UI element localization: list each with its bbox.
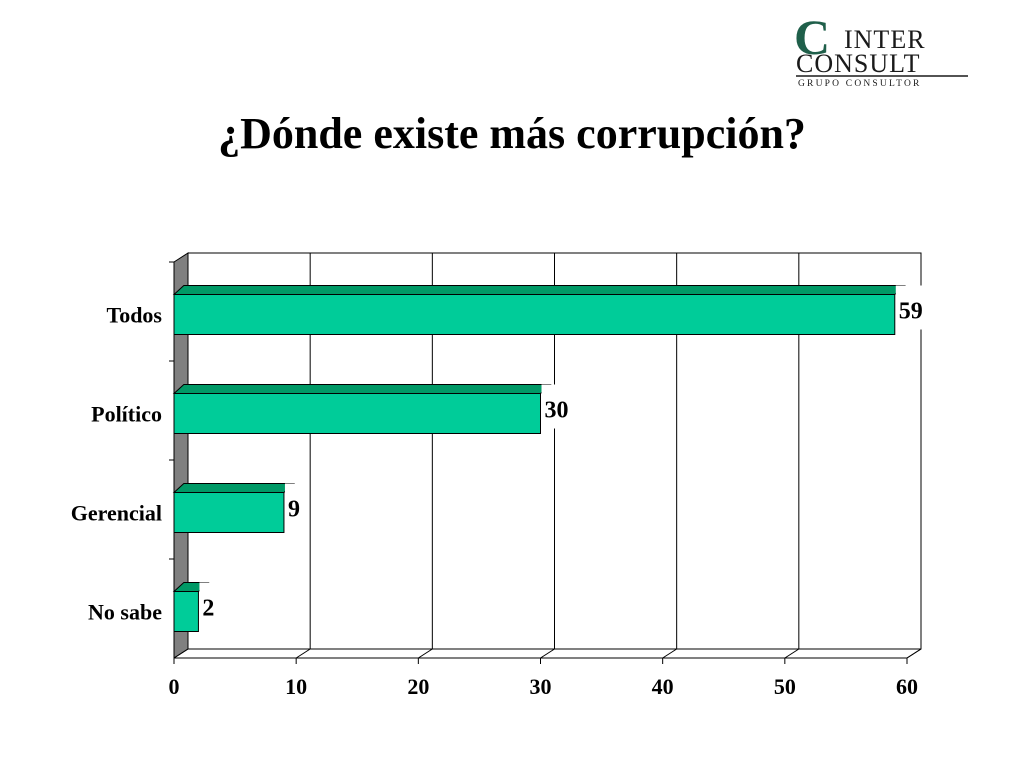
bar <box>173 591 199 632</box>
data-label-bg <box>541 384 574 429</box>
x-tick-label: 20 <box>407 674 429 699</box>
bar <box>173 294 896 335</box>
x-tick-label: 10 <box>285 674 307 699</box>
data-label: 9 <box>288 497 300 523</box>
floor-line <box>295 648 311 659</box>
logo-initial: C <box>794 14 830 65</box>
bar-group: 59 <box>172 285 928 335</box>
x-tick-label: 60 <box>896 674 918 699</box>
logo-line2: CONSULT <box>796 49 921 78</box>
floor-line <box>784 648 800 659</box>
bar <box>173 393 541 434</box>
data-label: 59 <box>899 299 923 325</box>
floor-line <box>662 648 677 659</box>
category-label: Gerencial <box>71 501 162 526</box>
logo-line1: INTER <box>844 25 926 54</box>
bar-top <box>172 384 552 394</box>
bar-group: 9 <box>172 483 305 533</box>
bar-group: 30 <box>172 384 574 434</box>
x-tick-label: 50 <box>774 674 796 699</box>
category-label: Todos <box>107 303 163 328</box>
floor-right-edge <box>906 648 922 659</box>
data-label: 2 <box>202 596 214 622</box>
bar <box>173 492 285 533</box>
x-tick-label: 40 <box>652 674 674 699</box>
bar-group: 2 <box>172 582 220 632</box>
data-label-bg <box>284 483 305 528</box>
data-label-bg <box>895 285 928 330</box>
floor-line <box>540 648 555 659</box>
bar-top <box>172 285 906 295</box>
category-label: Político <box>91 402 162 427</box>
data-label-bg <box>199 582 220 627</box>
floor-line <box>418 648 433 659</box>
x-tick-label: 30 <box>530 674 552 699</box>
category-label: No sabe <box>88 600 162 625</box>
company-logo: C INTER CONSULT GRUPO CONSULTOR <box>794 14 968 89</box>
data-label: 30 <box>545 398 569 424</box>
bar-chart: 0 10 20 30 40 50 60 59 Todos 30 Político 9 Gerencial… <box>71 252 928 699</box>
page-title: ¿Dónde existe más corrupción? <box>218 109 806 158</box>
x-tick-label: 0 <box>169 674 180 699</box>
bar-top <box>172 483 296 493</box>
logo-line3: GRUPO CONSULTOR <box>798 79 922 89</box>
floor-line <box>173 648 189 659</box>
